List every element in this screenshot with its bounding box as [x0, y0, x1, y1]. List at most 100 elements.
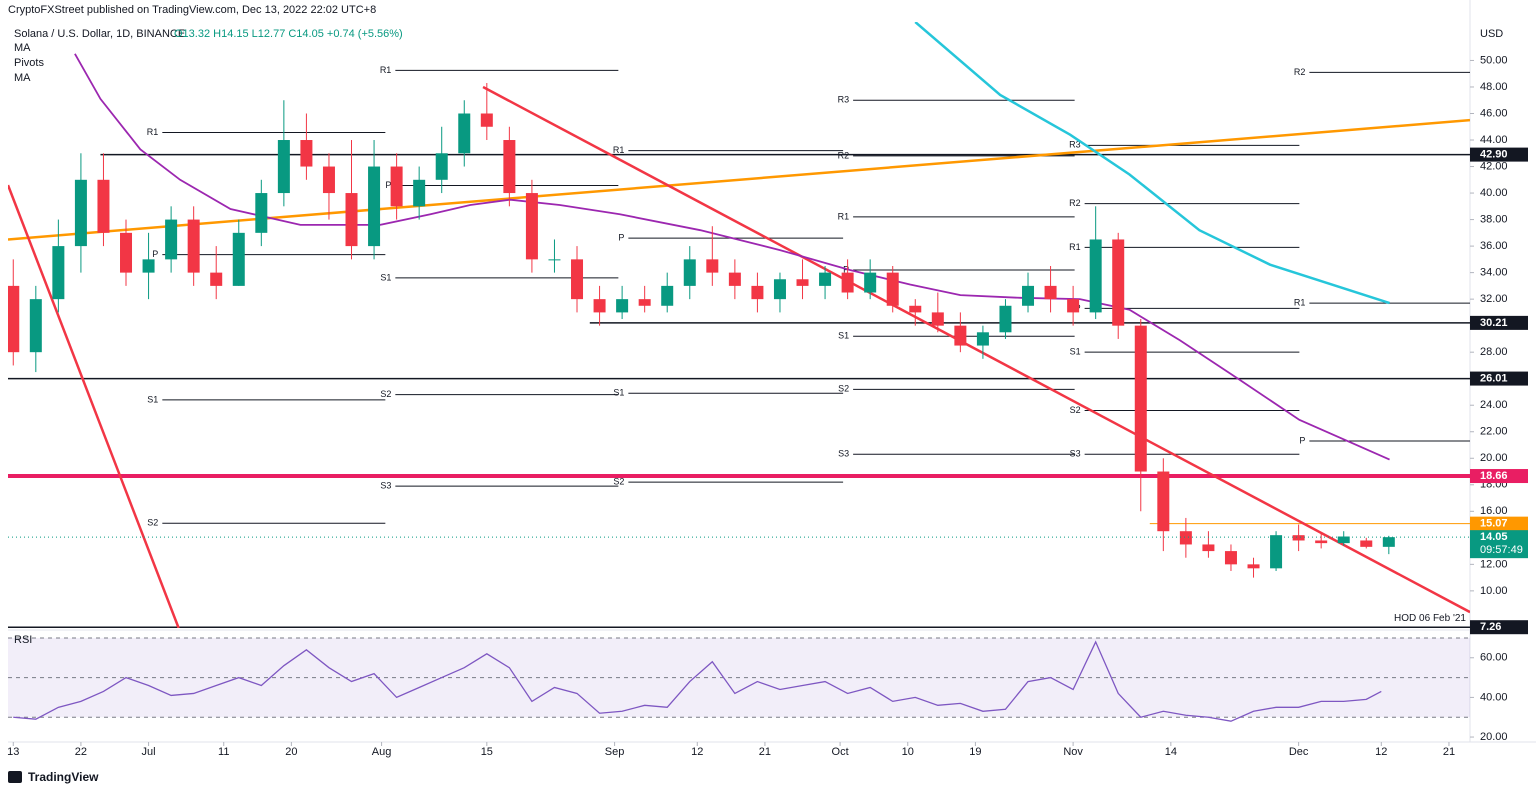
- level-label: 26.01: [1480, 372, 1508, 384]
- candle-body: [683, 259, 696, 286]
- x-tick-label: 10: [902, 746, 914, 758]
- x-tick-label: 21: [1443, 746, 1455, 758]
- rsi-title: RSI: [14, 634, 32, 646]
- candle-body: [1022, 285, 1035, 306]
- candle-body: [728, 272, 741, 286]
- candle-body: [909, 305, 922, 313]
- x-tick-label: 19: [969, 746, 981, 758]
- candle-body: [435, 153, 448, 180]
- candle-body: [232, 232, 245, 286]
- candle-body: [165, 219, 178, 260]
- candle-body: [1202, 544, 1215, 552]
- y-tick-label: 44.00: [1480, 134, 1508, 146]
- x-tick-label: 22: [75, 746, 87, 758]
- pivot-label: R1: [838, 211, 850, 221]
- candle-body: [458, 113, 471, 154]
- candle-body: [525, 193, 538, 260]
- pivot-label: P: [618, 233, 624, 243]
- pivot-label: S1: [838, 331, 849, 341]
- candle-body: [1247, 564, 1260, 569]
- candle-body: [819, 272, 832, 286]
- pivot-label: S2: [147, 518, 158, 528]
- pivot-label: R3: [1069, 140, 1081, 150]
- candle-body: [1112, 239, 1125, 326]
- pivot-label: S2: [838, 384, 849, 394]
- moving-average: [914, 22, 1390, 305]
- pivot-label: S3: [380, 480, 391, 490]
- x-tick-label: Dec: [1289, 746, 1309, 758]
- level-note: HOD 06 Feb '21: [1394, 613, 1466, 624]
- candle-body: [390, 166, 403, 207]
- y-tick-label: 32.00: [1480, 293, 1508, 305]
- y-tick-label: 22.00: [1480, 426, 1508, 438]
- candle-body: [638, 299, 651, 306]
- pivot-label: S2: [380, 389, 391, 399]
- indicator: MA: [14, 42, 31, 54]
- candle-body: [773, 279, 786, 300]
- level-box: [1470, 147, 1528, 162]
- rsi-pane: [8, 637, 1470, 722]
- x-tick-label: 15: [481, 746, 493, 758]
- candle-body: [1224, 551, 1237, 565]
- y-tick-label: 28.00: [1480, 346, 1508, 358]
- candle-body: [1157, 471, 1170, 532]
- candle-body: [29, 299, 42, 353]
- candle-body: [277, 140, 290, 194]
- candle-body: [52, 246, 65, 300]
- pivot-label: S3: [838, 449, 849, 459]
- pivot-label: R1: [613, 145, 625, 155]
- x-tick-label: Sep: [605, 746, 625, 758]
- y-tick-label: 12.00: [1480, 558, 1508, 570]
- x-tick-label: 14: [1165, 746, 1177, 758]
- y-tick-label: 20.00: [1480, 731, 1508, 743]
- trendline: [8, 184, 180, 628]
- pivot-label: S3: [1070, 449, 1081, 459]
- chart-title: Solana / U.S. Dollar, 1D, BINANCE: [14, 28, 185, 40]
- ohlc: O13.32 H14.15 L12.77 C14.05 +0.74 (+5.56…: [174, 28, 403, 40]
- x-tick-label: 12: [1375, 746, 1387, 758]
- pivot-label: S1: [613, 388, 624, 398]
- pivot-label: S2: [613, 477, 624, 487]
- candle-body: [1337, 536, 1350, 544]
- candle-body: [1067, 299, 1080, 313]
- y-tick-label: 42.00: [1480, 160, 1508, 172]
- rsi-line: [13, 640, 1382, 722]
- pivot-label: R3: [838, 95, 850, 105]
- level-label: 7.26: [1480, 621, 1501, 633]
- candle-body: [8, 285, 20, 353]
- candle-body: [886, 272, 899, 306]
- level-label: 18.66: [1480, 470, 1508, 482]
- candle-body: [976, 332, 989, 346]
- price-pane: R1 P S1 S2 R1 P S1 S2 S3 R1 P S1 S2 R3 R2 R1 P S1 S2 S3 R3 R2…: [8, 22, 1470, 628]
- pivot-label: R1: [1294, 297, 1306, 307]
- pivot-label: R1: [1069, 242, 1081, 252]
- level-box: [1470, 516, 1528, 531]
- y-tick-label: 50.00: [1480, 54, 1508, 66]
- candle-body: [97, 179, 110, 233]
- candle-body: [300, 140, 313, 167]
- level-label: 15.07: [1480, 518, 1508, 530]
- x-tick-label: Oct: [832, 746, 849, 758]
- level-box: [1470, 371, 1528, 386]
- y-tick-label: 46.00: [1480, 107, 1508, 119]
- y-tick-label: 38.00: [1480, 213, 1508, 225]
- y-tick-label: 20.00: [1480, 452, 1508, 464]
- candle-body: [864, 272, 877, 293]
- pivot-label: R1: [380, 65, 392, 75]
- candle-body: [1089, 239, 1102, 313]
- trendline: [8, 118, 1470, 241]
- pivot-label: P: [1299, 435, 1305, 445]
- candle-body: [503, 140, 516, 194]
- candle-body: [480, 113, 493, 127]
- y-tick-label: 24.00: [1480, 399, 1508, 411]
- candle-body: [661, 285, 674, 306]
- candle-body: [187, 219, 200, 273]
- pivot-label: P: [385, 180, 391, 190]
- y-tick-label: 40.00: [1480, 187, 1508, 199]
- candle-body: [548, 259, 561, 261]
- candle-body: [345, 193, 358, 247]
- candle-body: [751, 285, 764, 300]
- pivot-label: S1: [380, 272, 391, 282]
- indicator: Pivots: [14, 57, 44, 69]
- y-tick-label: 34.00: [1480, 267, 1508, 279]
